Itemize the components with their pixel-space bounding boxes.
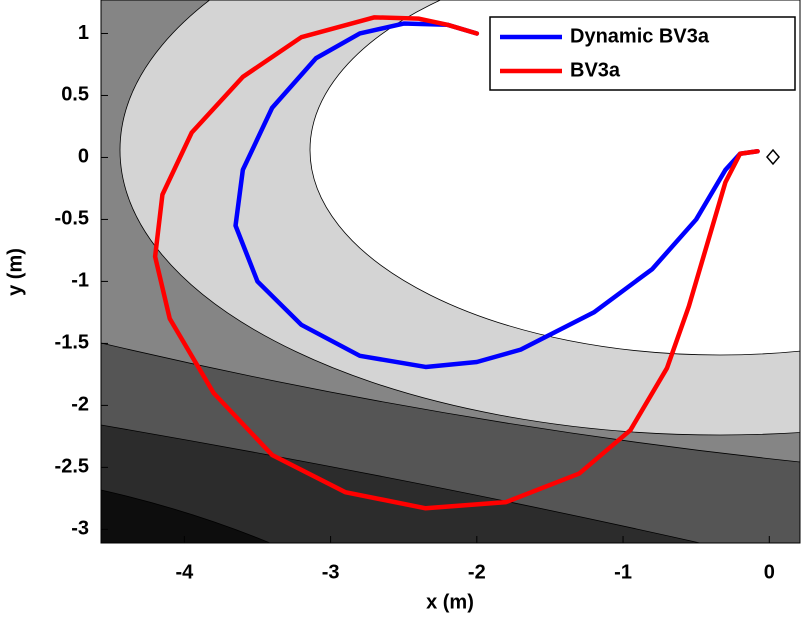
y-tick-label: -1.5 <box>55 332 89 354</box>
y-axis-label: y (m) <box>4 248 26 296</box>
y-tick-label: 0.5 <box>61 84 89 106</box>
legend <box>489 16 796 91</box>
x-tick-label: 0 <box>764 561 775 583</box>
plot-frame <box>100 0 801 544</box>
legend-label: Dynamic BV3a <box>570 25 710 47</box>
y-tick-label: -2 <box>71 394 89 416</box>
goal-marker <box>766 148 780 166</box>
x-tick-label: -3 <box>322 561 340 583</box>
y-tick-label: -3 <box>71 518 89 540</box>
y-tick-label: 0 <box>78 146 89 168</box>
y-tick-label: 1 <box>78 22 89 44</box>
series-line <box>233 21 760 370</box>
series-line <box>152 15 760 511</box>
x-tick-label: -2 <box>468 561 486 583</box>
y-tick-label: -1 <box>71 270 89 292</box>
x-tick-label: -4 <box>175 561 194 583</box>
y-tick-label: -0.5 <box>55 208 89 230</box>
x-axis-label: x (m) <box>426 591 474 613</box>
x-tick-label: -1 <box>614 561 632 583</box>
legend-label: BV3a <box>570 59 621 81</box>
y-tick-label: -2.5 <box>55 456 89 478</box>
